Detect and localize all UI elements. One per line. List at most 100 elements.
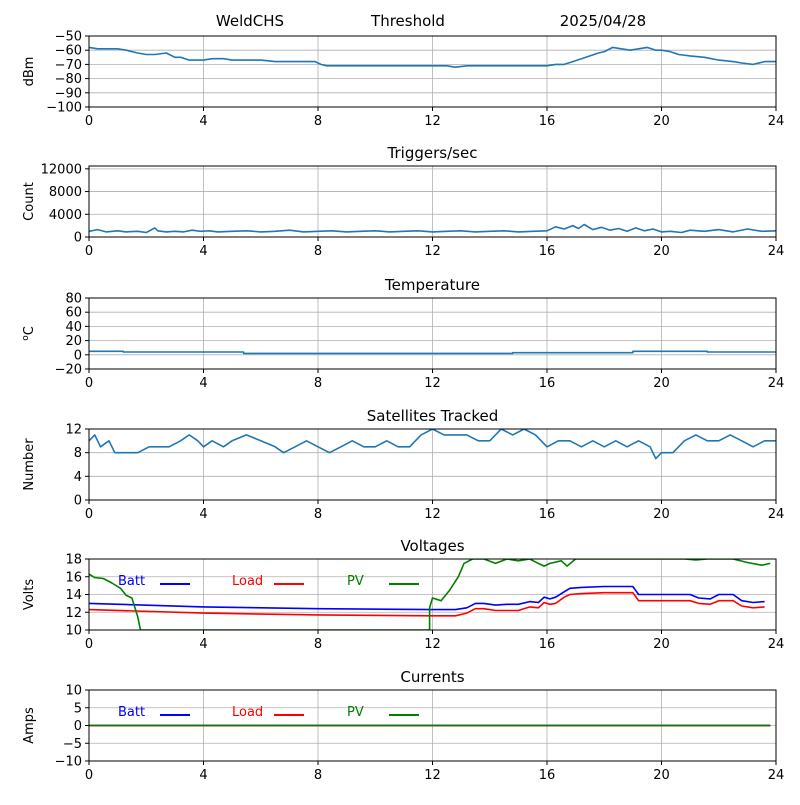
x-tick-label: 8 xyxy=(314,244,322,259)
y-tick-label: 5 xyxy=(74,701,82,716)
x-tick-label: 4 xyxy=(199,768,207,783)
y-tick-label: 0 xyxy=(74,348,82,363)
x-tick-label: 12 xyxy=(424,507,441,522)
y-tick-label: 14 xyxy=(65,588,82,603)
x-tick-label: 4 xyxy=(199,507,207,522)
y-axis-label: Count xyxy=(22,182,37,221)
y-tick-label: −80 xyxy=(55,72,82,87)
x-tick-label: 0 xyxy=(85,376,93,391)
header-site: WeldCHS xyxy=(216,12,284,30)
y-tick-label: 10 xyxy=(65,624,82,639)
x-tick-label: 12 xyxy=(424,637,441,652)
legend-label-pv: PV xyxy=(347,574,364,589)
y-axis-label: Amps xyxy=(22,707,37,744)
x-tick-label: 8 xyxy=(314,507,322,522)
x-tick-label: 12 xyxy=(424,768,441,783)
y-tick-label: −50 xyxy=(55,30,82,45)
y-tick-label: −20 xyxy=(55,363,82,378)
y-tick-label: 20 xyxy=(65,334,82,349)
y-tick-label: −100 xyxy=(46,101,82,116)
x-tick-label: 0 xyxy=(85,637,93,652)
panel-title: Currents xyxy=(400,668,464,686)
y-tick-label: −70 xyxy=(55,58,82,73)
x-tick-label: 20 xyxy=(653,507,670,522)
x-tick-label: 12 xyxy=(424,244,441,259)
y-tick-label: −90 xyxy=(55,86,82,101)
legend-label-pv: PV xyxy=(347,705,364,720)
x-tick-label: 24 xyxy=(768,768,785,783)
x-tick-label: 20 xyxy=(653,637,670,652)
y-tick-label: 0 xyxy=(74,719,82,734)
x-tick-label: 24 xyxy=(768,376,785,391)
x-tick-label: 8 xyxy=(314,376,322,391)
y-tick-label: 10 xyxy=(65,684,82,699)
panel-satellites: 0 4 8 12 16 20 24 0 4 8 12 Satellites Tracked Number xyxy=(22,407,784,522)
series-line-0 xyxy=(89,46,776,68)
panel-triggers: 0 4 8 12 16 20 24 0 4000 8000 12000 Triggers/sec Cou… xyxy=(22,144,784,259)
y-tick-label: 12 xyxy=(65,606,82,621)
x-tick-label: 4 xyxy=(199,637,207,652)
header-metric: Threshold xyxy=(370,12,445,30)
y-tick-label: −60 xyxy=(55,44,82,59)
y-tick-label: 12 xyxy=(65,423,82,438)
panel-threshold: 0 4 8 12 16 20 24 −100−90−80−70−60−50 dBm xyxy=(22,30,784,130)
x-tick-label: 4 xyxy=(199,244,207,259)
x-tick-label: 20 xyxy=(653,114,670,129)
y-axis-label: dBm xyxy=(22,57,37,87)
panel-title: Temperature xyxy=(384,276,480,294)
y-tick-label: 80 xyxy=(65,292,82,307)
header-date: 2025/04/28 xyxy=(560,12,646,30)
x-tick-label: 12 xyxy=(424,376,441,391)
y-tick-label: 8 xyxy=(74,446,82,461)
panel-title: Satellites Tracked xyxy=(367,407,498,425)
panel-voltages: 0 4 8 12 16 20 24 10 12 14 16 18 Voltages Volts Batt Lo… xyxy=(22,537,784,652)
panel-currents: 0 4 8 12 16 20 24 −10 −5 0 5 10 Currents Amps Batt Load… xyxy=(22,668,784,783)
x-tick-label: 20 xyxy=(653,376,670,391)
y-tick-label: 0 xyxy=(74,231,82,246)
degree-symbol: o xyxy=(21,335,31,341)
x-tick-label: 24 xyxy=(768,507,785,522)
series-line-load xyxy=(89,591,765,617)
x-tick-label: 0 xyxy=(85,768,93,783)
x-tick-label: 16 xyxy=(539,768,556,783)
y-axis-label: Number xyxy=(22,438,37,491)
y-tick-label: 0 xyxy=(74,494,82,509)
y-tick-label: 18 xyxy=(65,553,82,568)
x-tick-label: 16 xyxy=(539,114,556,129)
series-line-0 xyxy=(89,223,776,234)
y-tick-label: 40 xyxy=(65,320,82,335)
series-line-batt xyxy=(89,585,765,611)
y-axis-label: oC xyxy=(21,326,37,341)
panel-title: Triggers/sec xyxy=(387,144,478,162)
x-tick-label: 20 xyxy=(653,768,670,783)
legend-label-batt: Batt xyxy=(118,574,145,589)
panel-title: Voltages xyxy=(400,537,464,555)
series-line-0 xyxy=(89,350,776,355)
y-tick-label: 60 xyxy=(65,306,82,321)
legend-label-load: Load xyxy=(232,705,263,720)
series-line-pv xyxy=(89,559,771,630)
x-tick-label: 16 xyxy=(539,376,556,391)
x-tick-label: 16 xyxy=(539,507,556,522)
y-tick-label: 4 xyxy=(74,470,82,485)
x-tick-label: 8 xyxy=(314,637,322,652)
x-tick-label: 4 xyxy=(199,376,207,391)
x-tick-label: 0 xyxy=(85,114,93,129)
legend-label-batt: Batt xyxy=(118,705,145,720)
x-tick-label: 24 xyxy=(768,637,785,652)
y-tick-label: −5 xyxy=(63,737,82,752)
legend-label-load: Load xyxy=(232,574,263,589)
x-tick-label: 24 xyxy=(768,244,785,259)
x-tick-label: 4 xyxy=(199,114,207,129)
x-tick-label: 16 xyxy=(539,637,556,652)
y-tick-label: 8000 xyxy=(49,185,82,200)
x-tick-label: 24 xyxy=(768,114,785,129)
x-tick-label: 12 xyxy=(424,114,441,129)
y-tick-label: 12000 xyxy=(41,162,82,177)
y-tick-label: 4000 xyxy=(49,208,82,223)
x-tick-label: 20 xyxy=(653,244,670,259)
